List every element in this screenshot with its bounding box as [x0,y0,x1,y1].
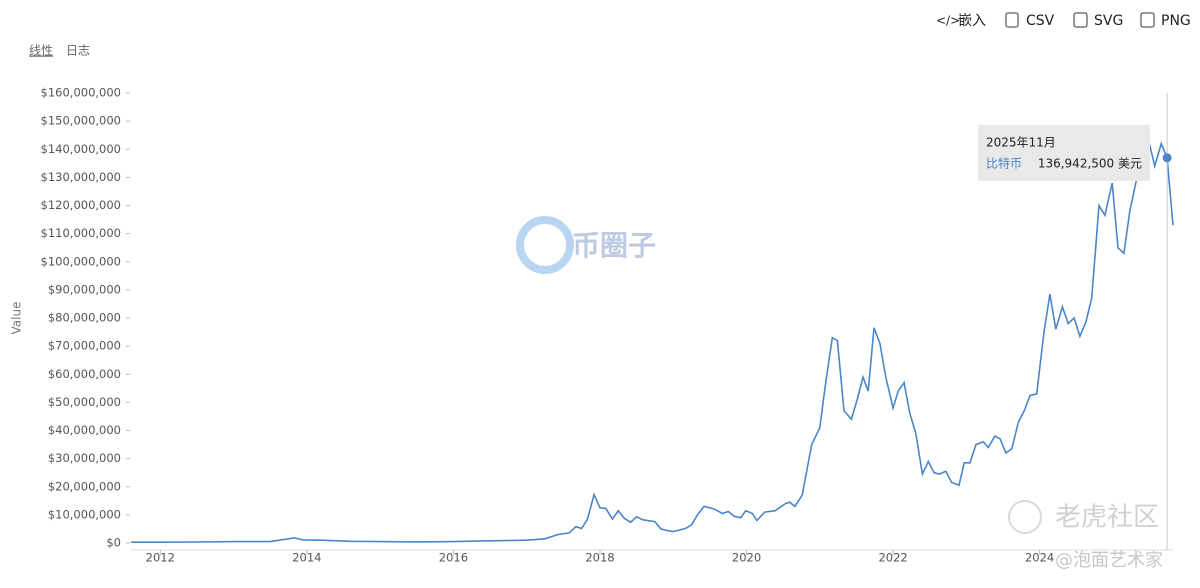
x-tick-label: 2012 [146,551,175,565]
x-tick-label: 2016 [439,551,468,565]
y-tick-label: $0 [106,536,121,550]
watermark-text: 币圈子 [572,229,656,262]
hover-point [1162,153,1172,163]
toolbar-button[interactable]: PNG [1161,13,1191,29]
x-tick-label: 2022 [878,551,907,565]
scale-toggle[interactable]: 线性 [29,44,53,58]
y-tick-label: $150,000,000 [41,114,121,128]
toolbar-button[interactable]: 嵌入 [958,13,986,29]
tooltip-title: 2025年11月 [986,136,1056,150]
x-tick-label: 2018 [585,551,614,565]
series-line [131,135,1174,543]
y-tick-label: $10,000,000 [48,507,121,521]
csv-icon [1005,12,1019,28]
x-tick-label: 2020 [732,551,761,565]
toolbar-button[interactable]: SVG [1094,13,1123,29]
y-tick-label: $120,000,000 [41,198,121,212]
embed-icon: </> [936,14,960,28]
y-tick-label: $140,000,000 [41,142,121,156]
y-tick-label: $100,000,000 [41,254,121,268]
watermark-logo [1008,500,1042,534]
watermark-text: 老虎社区 [1055,503,1159,533]
y-tick-label: $160,000,000 [41,86,121,100]
tooltip-value: 136,942,500 美元 [1038,157,1142,171]
y-axis-label: Value [10,302,24,335]
watermark-text: @泡面艺术家 [1055,550,1163,571]
toolbar-button[interactable]: CSV [1026,13,1055,29]
tooltip-box [978,125,1150,181]
scale-toggle[interactable]: 日志 [66,44,90,58]
y-tick-label: $60,000,000 [48,367,121,381]
png-icon [1140,12,1155,28]
y-tick-label: $30,000,000 [48,451,121,465]
y-tick-label: $40,000,000 [48,423,121,437]
y-tick-label: $90,000,000 [48,282,121,296]
x-tick-label: 2024 [1025,551,1054,565]
y-tick-label: $110,000,000 [41,226,121,240]
svg-icon [1073,12,1088,28]
x-tick-label: 2014 [292,551,321,565]
y-tick-label: $70,000,000 [48,339,121,353]
y-tick-label: $50,000,000 [48,395,121,409]
y-tick-label: $130,000,000 [41,170,121,184]
watermark: 币圈子 老虎社区 @泡面艺术家 [516,216,1163,571]
y-tick-label: $80,000,000 [48,311,121,325]
tooltip-series: 比特币 [986,156,1022,171]
watermark-logo [516,216,574,274]
y-tick-label: $20,000,000 [48,479,121,493]
